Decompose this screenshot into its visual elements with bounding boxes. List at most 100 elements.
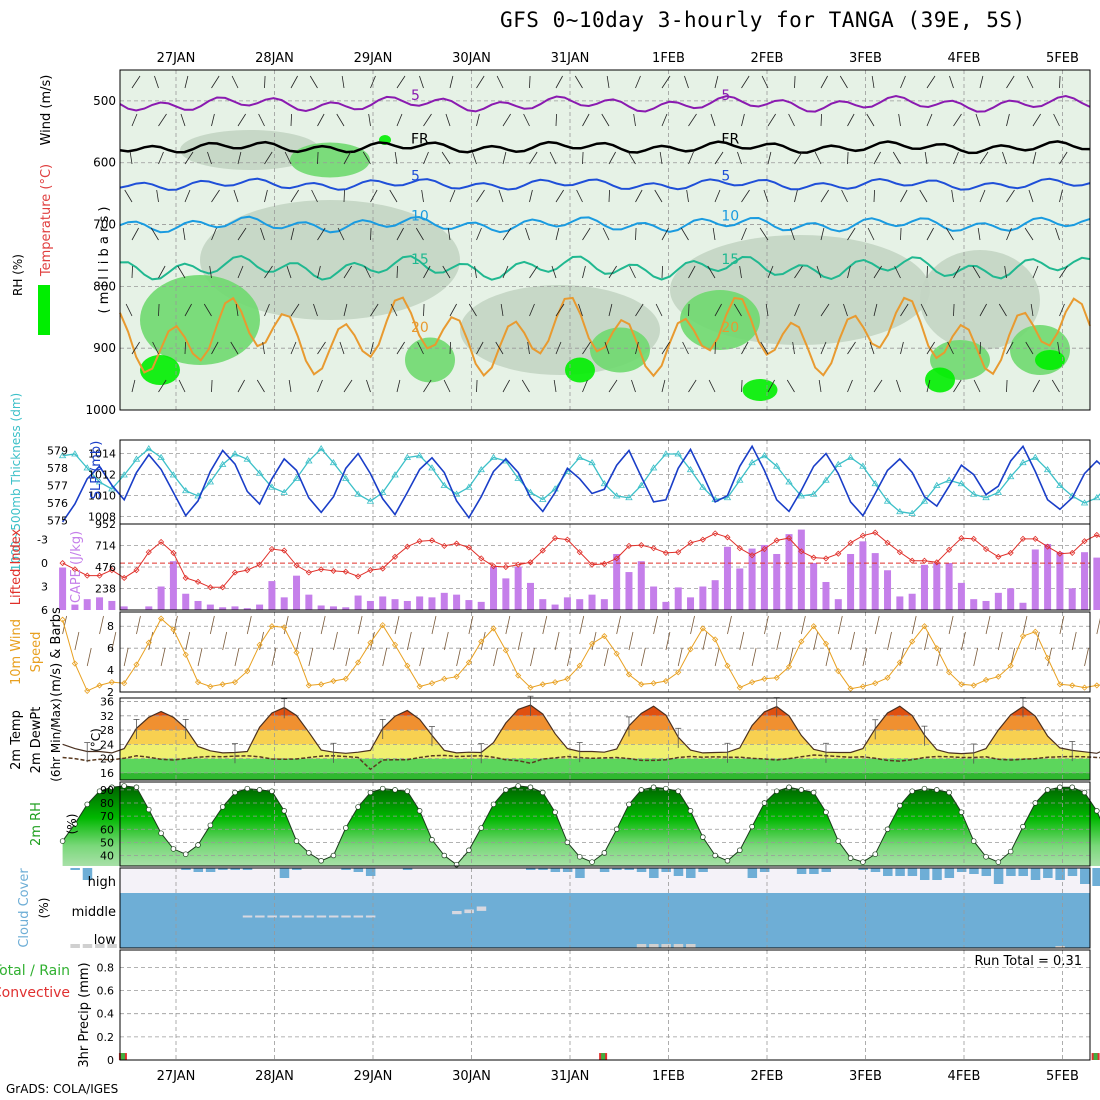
cloud-layer-label: high — [88, 875, 116, 890]
surface-wind-barb — [542, 615, 548, 635]
pressure-tick: 600 — [93, 156, 116, 170]
wind-barb — [156, 189, 159, 203]
cape-bar — [785, 534, 793, 610]
wind-barb — [317, 113, 325, 127]
wind-barb — [900, 303, 909, 317]
thickness-point — [945, 476, 953, 483]
contour-label: FR — [721, 131, 739, 147]
low-cloud-bar — [107, 944, 117, 948]
date-label-bottom: 3FEB — [849, 1069, 882, 1084]
wind-barb — [1059, 189, 1063, 203]
wind-barb — [998, 303, 1007, 317]
cape-bar — [600, 599, 608, 610]
rh-point — [761, 800, 768, 806]
wind-speed-point — [71, 660, 78, 667]
wind-speed-point — [108, 679, 115, 686]
li-point — [465, 544, 472, 551]
wind-barb — [211, 227, 217, 241]
wind-tick: 2 — [107, 686, 114, 699]
convective-bar — [120, 1053, 125, 1060]
run-total-label: Run Total = 0.31 — [974, 954, 1082, 969]
surface-wind-barb — [690, 615, 695, 635]
rh-point — [269, 788, 275, 794]
li-point — [1044, 543, 1051, 550]
panel-frame — [119, 781, 1091, 867]
wind-barb — [158, 113, 167, 127]
thickness-point — [970, 490, 978, 497]
wind-barb — [873, 379, 883, 393]
li-point — [182, 574, 189, 582]
wind-barb — [449, 75, 454, 89]
li-point — [379, 565, 386, 572]
cape-tick: 714 — [95, 540, 116, 553]
wind-barb — [686, 189, 689, 203]
wind-barb — [317, 151, 319, 165]
rh-point — [244, 785, 251, 792]
li-point — [1093, 531, 1100, 539]
rh-tick: 80 — [100, 797, 114, 810]
middle-cloud-bar — [267, 915, 277, 918]
thickness-point — [699, 483, 707, 490]
date-label-bottom: 4FEB — [948, 1069, 981, 1084]
thickness-tick: 578 — [47, 462, 68, 475]
rh-point — [72, 821, 78, 827]
wind-barb — [311, 189, 318, 203]
surface-wind-barb — [296, 631, 301, 651]
high-cloud-bar — [205, 868, 216, 872]
wind-barb — [419, 75, 424, 89]
wind-barb — [1004, 265, 1007, 279]
convective-bar — [601, 1053, 606, 1060]
wind-barb — [237, 265, 244, 279]
rh2m-unit-label: (%) — [65, 814, 79, 835]
wind-barb — [290, 227, 295, 241]
wind-barb — [847, 227, 856, 241]
surface-wind-barb — [603, 647, 609, 667]
wind-barb — [370, 303, 379, 317]
middle-cloud-bar — [304, 915, 314, 918]
wind-barb — [286, 265, 292, 279]
wind-barb — [129, 151, 133, 165]
high-cloud-bar — [538, 868, 548, 870]
surface-wind-barb — [788, 647, 794, 667]
low-cloud-bar — [673, 944, 684, 948]
minmax-axis-label: (6hr Min/Max) — [49, 698, 63, 782]
rh-point — [293, 838, 300, 844]
wind-speed-point — [638, 681, 645, 688]
cape-bar — [83, 599, 91, 610]
cape-bar — [71, 604, 79, 610]
date-label-bottom: 30JAN — [452, 1069, 491, 1084]
cape-bar — [354, 595, 362, 610]
surface-wind-barb — [197, 647, 203, 667]
surface-wind-barb — [86, 647, 92, 667]
wind-barb — [602, 227, 610, 241]
thickness-point — [292, 474, 301, 481]
li-tick: 3 — [41, 581, 48, 594]
thickness-point — [58, 451, 67, 459]
wind-barb — [396, 341, 405, 355]
surface-wind-barb — [677, 647, 683, 667]
dewpoint-line — [62, 754, 1100, 771]
wind-speed-point — [736, 684, 743, 691]
wind-barb — [847, 379, 853, 393]
surface-wind-barb — [887, 631, 892, 651]
wind-barb — [449, 341, 451, 355]
li-point — [416, 538, 423, 545]
li-point — [601, 560, 608, 567]
temperature-axis-label: Temperature (°C) — [39, 164, 54, 277]
li-point — [441, 542, 448, 549]
wind-barb — [820, 341, 827, 355]
wind-barb — [474, 265, 477, 279]
rh-legend-swatch — [38, 285, 50, 335]
cape-bar — [157, 586, 165, 610]
cape-bar — [219, 607, 227, 610]
thickness-tick: 575 — [47, 515, 68, 528]
li-point — [576, 549, 583, 556]
li-point — [133, 567, 140, 574]
rh-shade — [925, 367, 955, 393]
wind-barb — [1006, 113, 1010, 127]
li-point — [268, 545, 275, 553]
surface-wind-barb — [751, 647, 757, 667]
wind-barb — [820, 189, 829, 203]
cloud-axis-label: Cloud Cover — [17, 868, 32, 948]
wind-barb — [237, 113, 246, 127]
